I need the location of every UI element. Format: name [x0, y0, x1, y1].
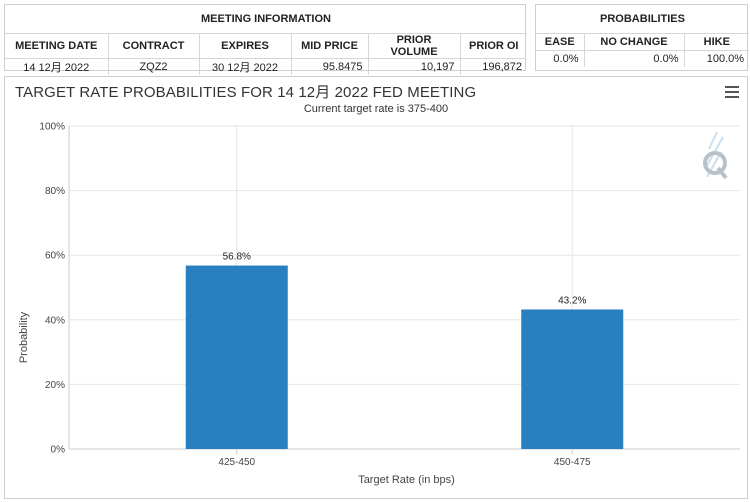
- y-tick-label: 40%: [45, 315, 65, 326]
- chart-panel: TARGET RATE PROBABILITIES FOR 14 12月 202…: [4, 76, 748, 499]
- col-ease: EASE: [536, 32, 585, 51]
- meeting-info-panel: MEETING INFORMATION MEETING DATE CONTRAC…: [4, 4, 527, 75]
- y-axis-title: Probability: [18, 311, 30, 363]
- bar: [521, 309, 624, 449]
- cell-expires: 30 12月 2022: [198, 57, 292, 75]
- col-mid-price: MID PRICE: [290, 32, 369, 59]
- y-tick-label: 20%: [45, 380, 65, 391]
- y-tick-label: 60%: [45, 251, 65, 262]
- chart-title: TARGET RATE PROBABILITIES FOR 14 12月 202…: [15, 84, 477, 101]
- table-row: 0.0% 0.0% 100.0%: [536, 49, 750, 67]
- col-hike: HIKE: [683, 32, 750, 51]
- y-tick-label: 0%: [51, 445, 66, 456]
- cell-hike: 100.0%: [683, 49, 750, 67]
- x-tick-label: 425-450: [218, 457, 255, 468]
- cell-prior-volume: 10,197: [367, 57, 461, 75]
- col-prior-oi: PRIOR OI: [459, 32, 527, 59]
- y-tick-label: 100%: [39, 122, 65, 133]
- col-expires: EXPIRES: [198, 32, 292, 59]
- cell-no-change: 0.0%: [583, 49, 685, 67]
- cell-mid-price: 95.8475: [290, 57, 369, 75]
- chart-subtitle: Current target rate is 375-400: [303, 103, 449, 115]
- col-meeting-date: MEETING DATE: [5, 32, 109, 59]
- cell-meeting-date: 14 12月 2022: [5, 57, 109, 75]
- probabilities-panel: PROBABILITIES EASE NO CHANGE HIKE 0.0% 0…: [535, 4, 750, 71]
- y-tick-label: 80%: [45, 186, 65, 197]
- col-contract: CONTRACT: [107, 32, 200, 59]
- hamburger-menu-icon[interactable]: [725, 86, 739, 98]
- meeting-info-title: MEETING INFORMATION: [5, 5, 527, 34]
- bar: [185, 265, 288, 449]
- table-row: 14 12月 2022 ZQZ2 30 12月 2022 95.8475 10,…: [5, 57, 527, 75]
- data-label: 56.8%: [223, 252, 251, 263]
- cell-prior-oi: 196,872: [459, 57, 527, 75]
- cell-ease: 0.0%: [536, 49, 585, 67]
- x-axis-title: Target Rate (in bps): [358, 474, 455, 486]
- data-label: 43.2%: [558, 295, 586, 306]
- probabilities-title: PROBABILITIES: [536, 5, 750, 34]
- bar-chart: 0% 20% 40% 60% 80% 100% 56.8% 425-450 43.2% 450-4…: [18, 122, 740, 486]
- cell-contract: ZQZ2: [107, 57, 200, 75]
- col-no-change: NO CHANGE: [583, 32, 685, 51]
- col-prior-volume: PRIOR VOLUME: [367, 32, 461, 59]
- q-logo-icon: [703, 131, 728, 180]
- x-tick-label: 450-475: [554, 457, 591, 468]
